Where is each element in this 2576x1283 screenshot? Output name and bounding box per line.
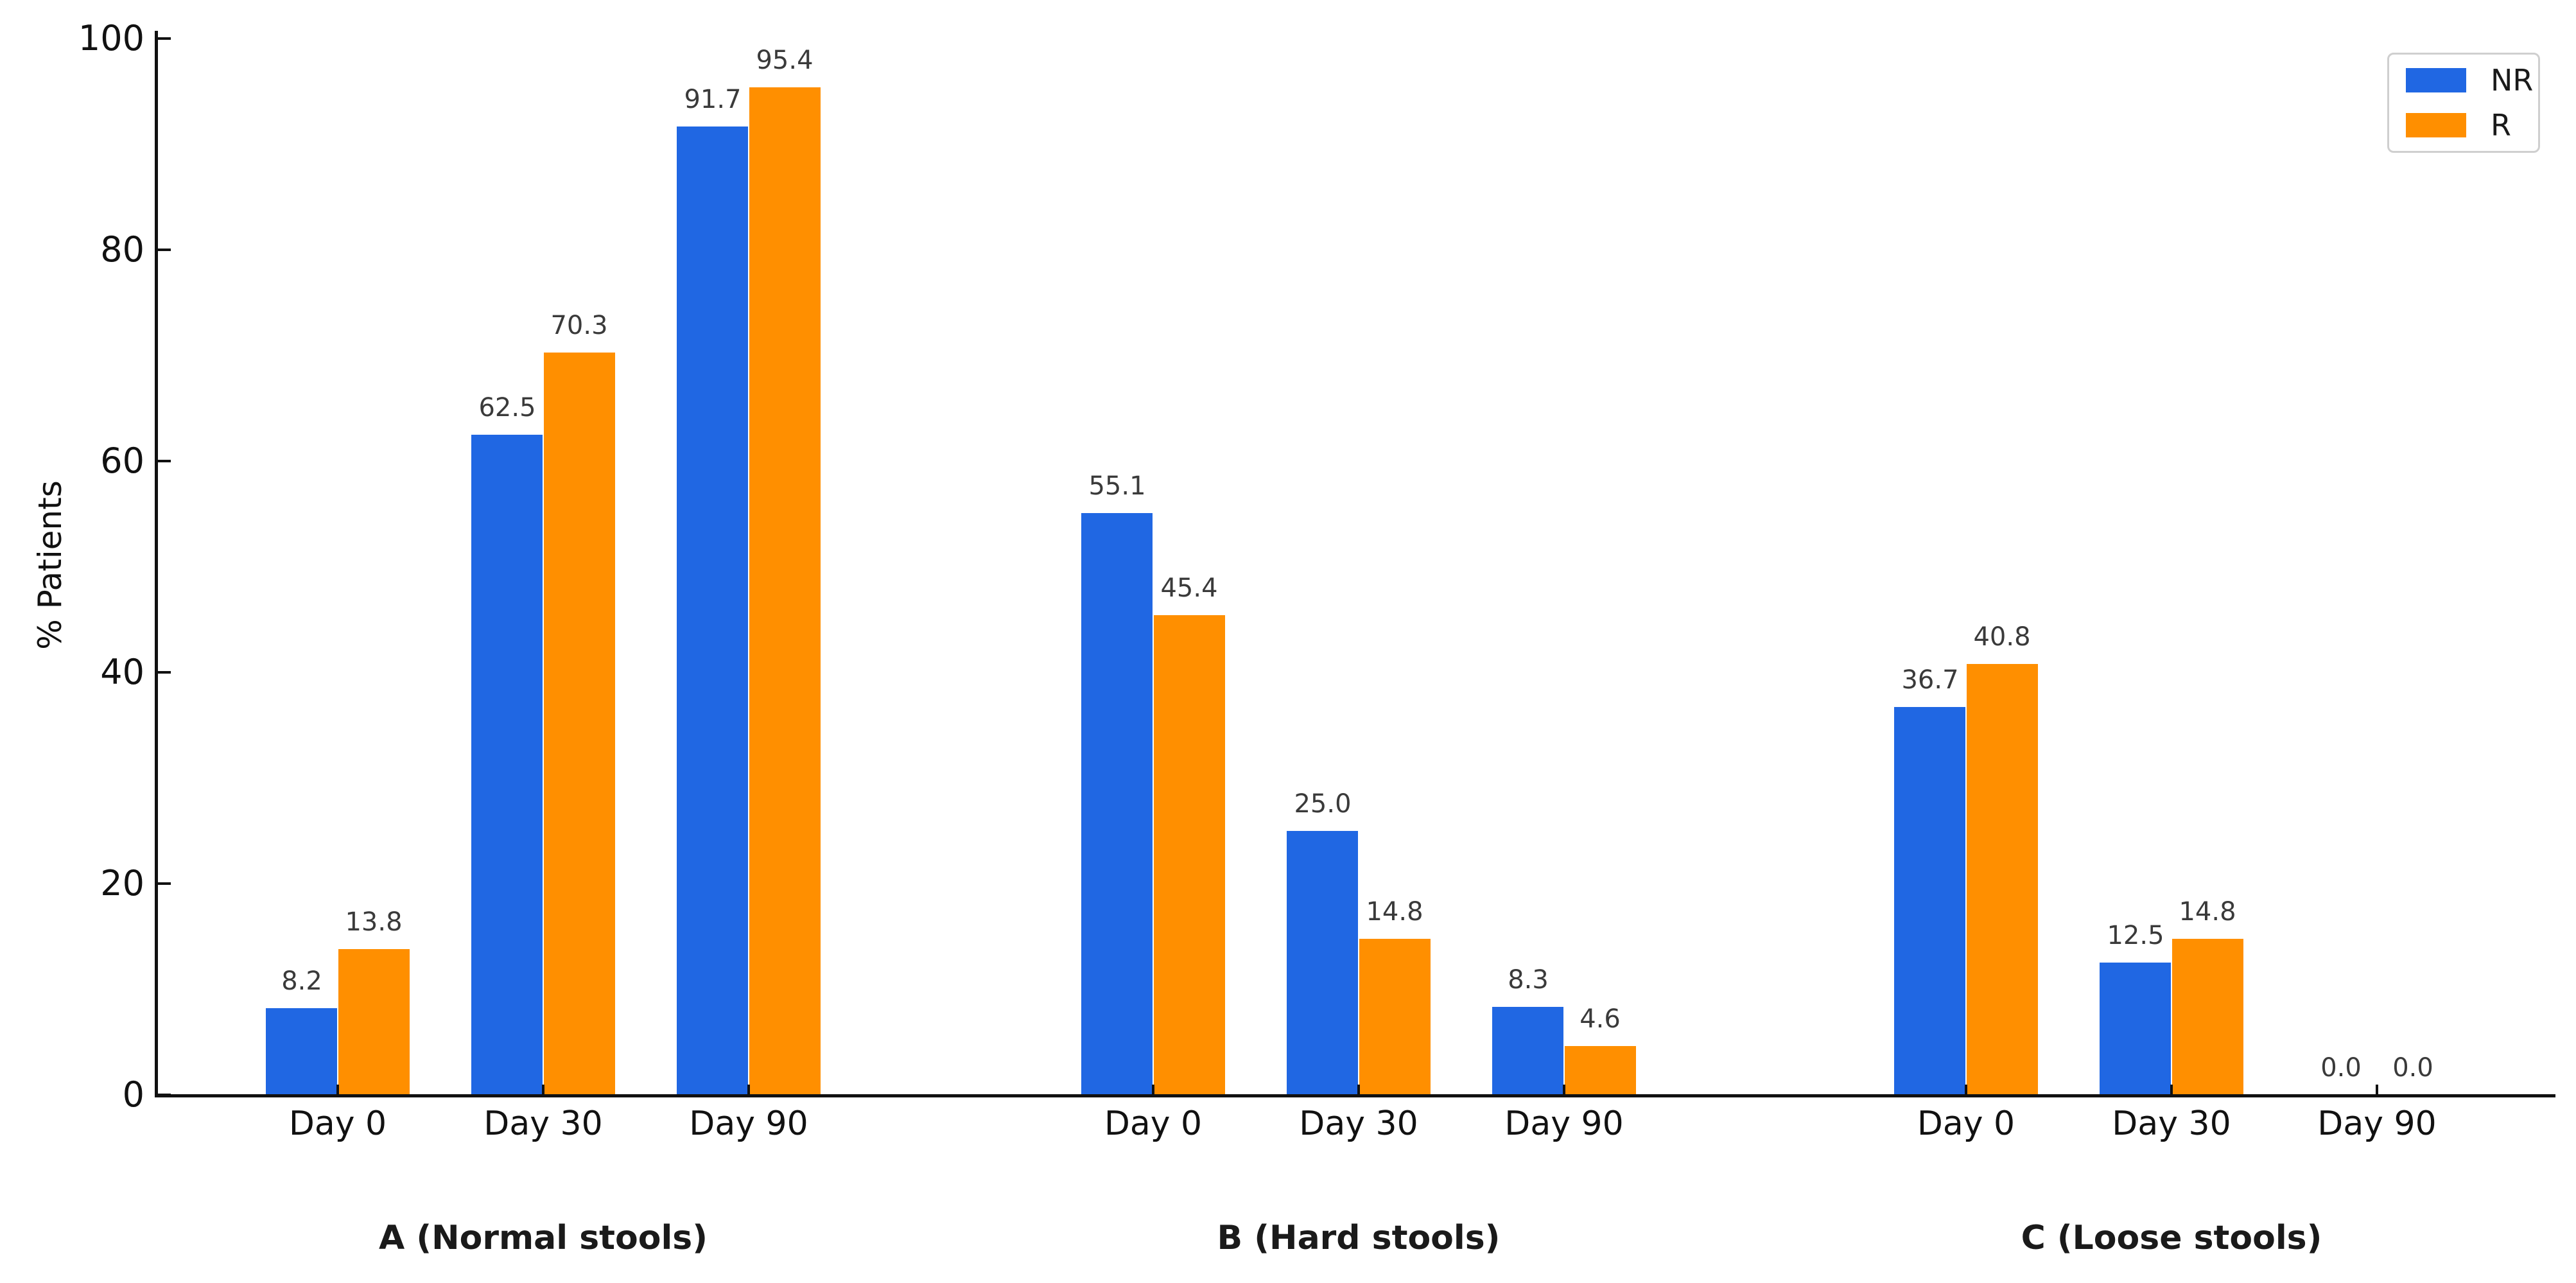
legend-item-r: R — [2406, 110, 2525, 141]
bar-nr-day0-groupb — [1081, 512, 1153, 1095]
y-tick — [158, 37, 171, 40]
x-tick-label: Day 90 — [2317, 1104, 2437, 1143]
x-tick-label: Day 0 — [288, 1104, 387, 1143]
bar-value-label: 70.3 — [550, 310, 608, 340]
x-tick-label: Day 30 — [1299, 1104, 1418, 1143]
x-tick — [542, 1085, 544, 1095]
x-tick — [336, 1085, 339, 1095]
bar-value-label: 8.2 — [281, 966, 322, 997]
bar-r-day0-groupb — [1154, 615, 1225, 1095]
y-tick-label: 60 — [100, 441, 144, 481]
bar-nr-day0-groupc — [1894, 707, 1965, 1095]
bar-value-label: 62.5 — [478, 392, 536, 423]
x-tick — [2170, 1085, 2173, 1095]
y-tick — [158, 882, 171, 885]
bar-r-day0-groupc — [1967, 663, 2038, 1095]
y-tick — [158, 249, 171, 251]
bar-nr-day30-groupa — [471, 434, 543, 1095]
x-tick — [2376, 1085, 2378, 1095]
y-axis-label: % Patients — [31, 480, 69, 650]
y-tick-label: 100 — [78, 18, 144, 58]
group-title: B (Hard stools) — [1217, 1219, 1501, 1257]
bar-value-label: 25.0 — [1294, 789, 1352, 819]
legend-label-r: R — [2491, 108, 2511, 143]
bar-r-day0-groupa — [338, 948, 410, 1095]
legend: NR R — [2387, 53, 2540, 153]
legend-item-nr: NR — [2406, 65, 2533, 96]
bar-value-label: 40.8 — [1973, 622, 2031, 652]
bar-value-label: 14.8 — [1366, 896, 1423, 927]
x-tick — [1563, 1085, 1565, 1095]
bar-value-label: 95.4 — [756, 45, 814, 75]
legend-swatch-r — [2406, 113, 2466, 137]
bar-r-day90-groupb — [1565, 1046, 1636, 1095]
y-axis-line — [155, 31, 158, 1097]
y-tick-label: 80 — [100, 229, 144, 270]
bar-r-day30-groupc — [2172, 938, 2243, 1095]
bar-value-label: 14.8 — [2179, 896, 2236, 927]
group-title: A (Normal stools) — [378, 1219, 708, 1257]
legend-swatch-nr — [2406, 68, 2466, 92]
bar-r-day30-groupa — [544, 352, 615, 1095]
group-title: C (Loose stools) — [2021, 1219, 2322, 1257]
bar-value-label: 4.6 — [1580, 1004, 1621, 1034]
bar-value-label: 13.8 — [345, 907, 403, 937]
y-tick-label: 20 — [100, 863, 144, 903]
bar-value-label: 0.0 — [2320, 1053, 2362, 1083]
bar-value-label: 91.7 — [684, 84, 742, 114]
y-tick — [158, 671, 171, 674]
x-tick-label: Day 90 — [689, 1104, 808, 1143]
x-tick-label: Day 0 — [1917, 1104, 2015, 1143]
legend-label-nr: NR — [2491, 63, 2534, 98]
y-tick — [158, 460, 171, 462]
bar-value-label: 12.5 — [2107, 921, 2164, 951]
x-tick-label: Day 90 — [1504, 1104, 1624, 1143]
y-tick-label: 0 — [122, 1074, 144, 1115]
x-tick — [1357, 1085, 1360, 1095]
bar-nr-day90-groupb — [1492, 1007, 1563, 1095]
x-tick-label: Day 30 — [2112, 1104, 2231, 1143]
bar-nr-day30-groupc — [2100, 963, 2171, 1095]
bar-value-label: 8.3 — [1508, 965, 1549, 995]
bar-r-day90-groupa — [749, 87, 821, 1095]
x-tick-label: Day 0 — [1104, 1104, 1203, 1143]
x-axis-line — [155, 1094, 2555, 1097]
x-tick — [1965, 1085, 1967, 1095]
bar-value-label: 45.4 — [1160, 573, 1218, 604]
x-tick — [1152, 1085, 1154, 1095]
bar-value-label: 55.1 — [1088, 471, 1146, 501]
y-tick-label: 40 — [100, 652, 144, 692]
bar-value-label: 0.0 — [2392, 1053, 2433, 1083]
bar-nr-day0-groupa — [266, 1008, 337, 1095]
bar-nr-day30-groupb — [1287, 830, 1358, 1095]
x-tick-label: Day 30 — [483, 1104, 603, 1143]
bar-value-label: 36.7 — [1901, 665, 1959, 695]
bar-nr-day90-groupa — [677, 126, 748, 1095]
x-tick — [747, 1085, 750, 1095]
bar-r-day30-groupb — [1359, 938, 1431, 1095]
